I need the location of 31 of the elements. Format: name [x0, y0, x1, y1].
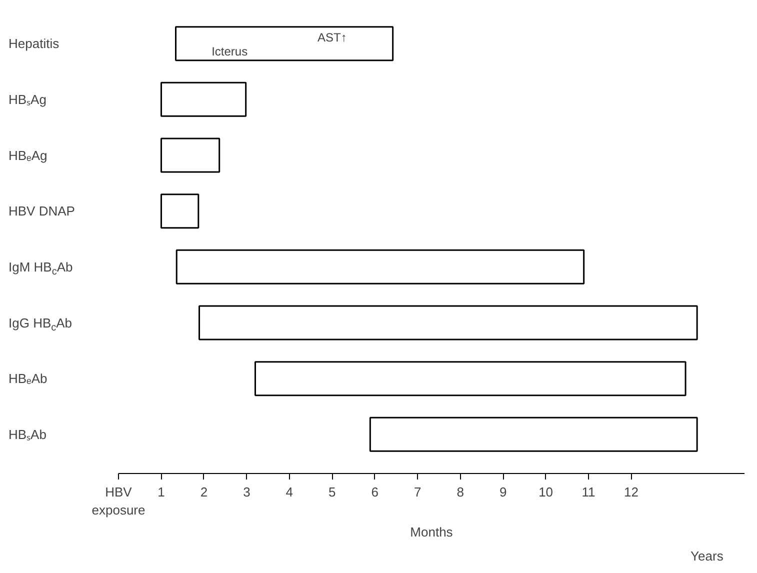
y-tick-label: HBₛAg [8, 92, 46, 107]
annotation: AST↑ [317, 30, 347, 45]
x-tick-label: 9 [499, 484, 507, 500]
x-tick-label: 2 [200, 484, 208, 500]
x-tick-label: 6 [371, 484, 378, 500]
text: Years [690, 548, 724, 564]
x-tick-label: 8 [456, 484, 464, 500]
bar [176, 249, 585, 284]
y-tick-label: Hepatitis [8, 36, 60, 52]
x-tick-label: 4 [286, 484, 294, 500]
bar [254, 361, 686, 396]
x-axis-title: Months [410, 524, 454, 540]
x-tick-label: 10 [538, 484, 554, 500]
x-tick-label: 1 [158, 484, 165, 500]
x-tick-label: 7 [414, 484, 422, 500]
y-tick-label: HBₑAg [8, 148, 48, 163]
y-tick-label: HBₑAb [8, 371, 48, 386]
bar [369, 416, 698, 452]
x-tick-label: HBV exposure [92, 484, 146, 518]
x-tick-label: 12 [624, 484, 639, 500]
y-tick-label: HBₛAb [8, 426, 46, 442]
x-tick-label: 5 [328, 484, 336, 500]
x-tick-label: 3 [243, 484, 250, 500]
bar [160, 194, 200, 229]
bar [198, 305, 698, 340]
y-tick-label: HBV DNAP [8, 204, 75, 219]
annotation: Icterus [212, 44, 248, 59]
bar [175, 26, 394, 62]
bar [160, 82, 247, 117]
bar [160, 138, 220, 173]
x-tick-label: 11 [582, 484, 596, 500]
